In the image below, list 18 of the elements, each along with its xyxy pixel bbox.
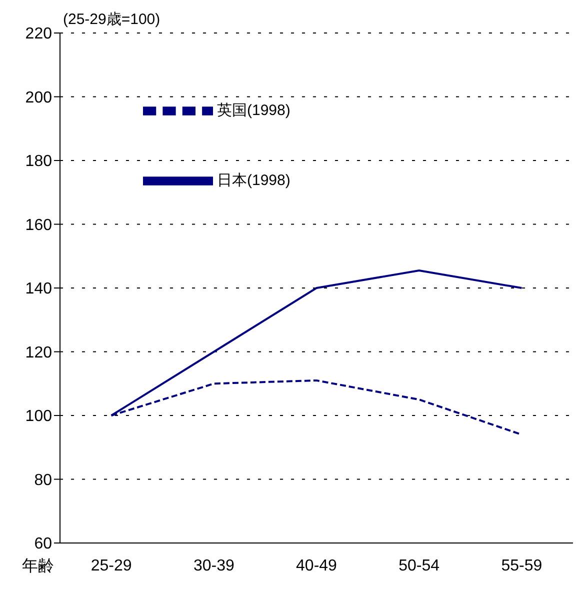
y-axis-title: (25-29歳=100) (63, 10, 160, 29)
x-tick-label: 55-59 (501, 557, 542, 574)
y-tick-label: 200 (25, 89, 52, 106)
legend-label: 日本(1998) (217, 172, 290, 189)
x-tick-label: 40-49 (296, 557, 338, 574)
legend-label: 英国(1998) (217, 102, 290, 119)
x-tick-label: 25-29 (90, 557, 132, 574)
x-tick-label: 50-54 (398, 557, 440, 574)
y-tick-label: 180 (25, 153, 52, 170)
y-tick-label: 120 (25, 344, 52, 362)
y-tick-label: 160 (25, 216, 52, 234)
y-tick-label: 100 (25, 408, 52, 426)
y-tick-label: 80 (34, 472, 52, 489)
x-axis-title: 年齢 (22, 557, 54, 575)
y-tick-label: 140 (25, 280, 52, 298)
y-tick-label: 220 (25, 26, 52, 43)
x-tick-label: 30-39 (193, 557, 234, 574)
y-tick-label: 60 (34, 536, 52, 553)
